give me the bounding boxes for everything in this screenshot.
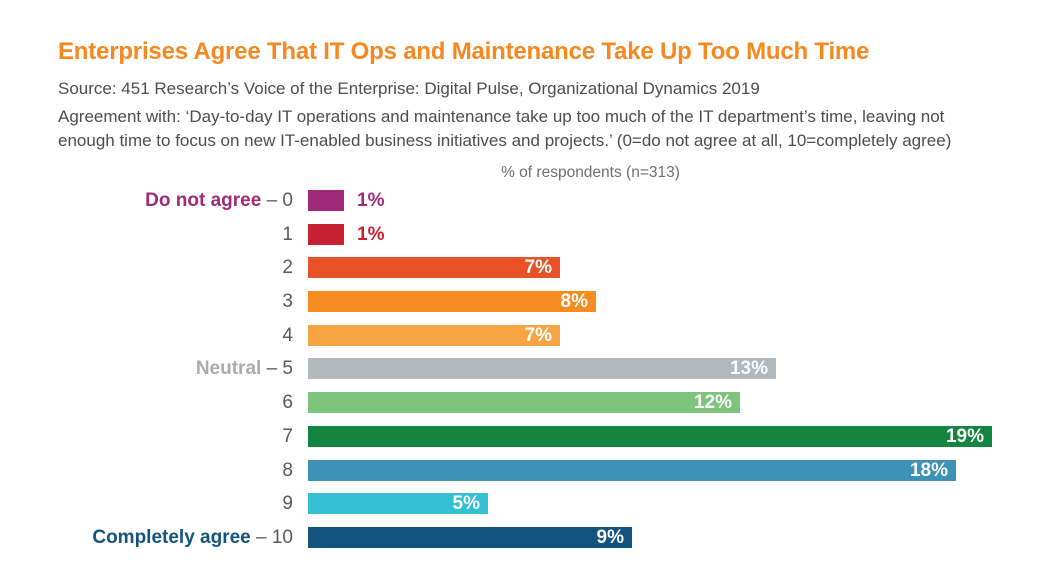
bar-track: 9% bbox=[308, 526, 632, 548]
category-prefix: Completely agree bbox=[92, 526, 257, 548]
chart-row: 1 1% bbox=[53, 223, 992, 245]
chart-row: 9 5% bbox=[53, 493, 992, 515]
bar-track: 13% bbox=[308, 358, 776, 380]
value-label: 5% bbox=[452, 493, 480, 515]
value-label: 18% bbox=[909, 459, 948, 481]
chart-row: 4 7% bbox=[53, 324, 992, 346]
category-label: 7 bbox=[53, 426, 293, 447]
bar-8: 18% bbox=[308, 459, 956, 481]
axis-caption: % of respondents (n=313) bbox=[501, 164, 680, 181]
category-prefix: Do not agree bbox=[145, 190, 267, 211]
bar-3: 8% bbox=[308, 291, 596, 313]
category-number: 9 bbox=[282, 493, 293, 515]
bar-track: 7% bbox=[308, 324, 560, 346]
value-label: 1% bbox=[357, 223, 385, 245]
bar-track: 18% bbox=[308, 459, 956, 481]
chart-row: 6 12% bbox=[53, 392, 992, 414]
category-label: Completely agree – 10 bbox=[53, 527, 293, 548]
bar-track: 12% bbox=[308, 392, 740, 414]
chart-row: 8 18% bbox=[53, 459, 992, 481]
chart-row: Completely agree – 10 9% bbox=[53, 526, 992, 548]
chart-source: Source: 451 Research’s Voice of the Ente… bbox=[58, 79, 760, 98]
bar-track: 19% bbox=[308, 425, 992, 447]
category-label: Do not agree – 0 bbox=[53, 190, 293, 211]
bar-0 bbox=[308, 190, 344, 211]
value-label: 19% bbox=[945, 425, 984, 447]
chart-row: Do not agree – 0 1% bbox=[53, 190, 992, 211]
value-label: 12% bbox=[693, 392, 732, 414]
category-label: 3 bbox=[53, 291, 293, 312]
category-number: 4 bbox=[282, 324, 293, 346]
bar-track: 1% bbox=[308, 223, 385, 245]
value-label: 1% bbox=[357, 190, 385, 211]
category-prefix: Neutral bbox=[195, 358, 267, 380]
bar-9: 5% bbox=[308, 493, 488, 515]
category-label: Neutral – 5 bbox=[53, 358, 293, 379]
category-label: 1 bbox=[53, 224, 293, 245]
bar-rows: Do not agree – 0 1% 1 1% 2 7% 3 8% 4 7% Neutral – … bbox=[53, 190, 992, 561]
bar-5: 13% bbox=[308, 358, 776, 380]
category-label: 4 bbox=[53, 325, 293, 346]
category-label: 8 bbox=[53, 460, 293, 481]
chart-row: 3 8% bbox=[53, 291, 992, 313]
bar-10: 9% bbox=[308, 526, 632, 548]
category-label: 2 bbox=[53, 257, 293, 278]
bar-4: 7% bbox=[308, 324, 560, 346]
category-number: 2 bbox=[282, 257, 293, 279]
bar-2: 7% bbox=[308, 257, 560, 279]
value-label: 13% bbox=[729, 358, 768, 380]
chart-row: 7 19% bbox=[53, 425, 992, 447]
bar-7: 19% bbox=[308, 425, 992, 447]
value-label: 9% bbox=[596, 526, 624, 548]
value-label: 8% bbox=[560, 291, 588, 313]
category-number: 7 bbox=[282, 425, 293, 447]
bar-track: 7% bbox=[308, 257, 560, 279]
category-label: 9 bbox=[53, 493, 293, 514]
category-number: 6 bbox=[282, 392, 293, 414]
bar-1 bbox=[308, 223, 344, 245]
category-label: 6 bbox=[53, 392, 293, 413]
chart-row: 2 7% bbox=[53, 257, 992, 279]
category-number: 1 bbox=[282, 223, 293, 245]
category-number: 8 bbox=[282, 459, 293, 481]
bar-track: 5% bbox=[308, 493, 488, 515]
chart-title: Enterprises Agree That IT Ops and Mainte… bbox=[58, 38, 870, 65]
bar-track: 1% bbox=[308, 190, 384, 211]
category-number: – 0 bbox=[266, 190, 293, 211]
chart-row: Neutral – 5 13% bbox=[53, 358, 992, 380]
bar-track: 8% bbox=[308, 291, 596, 313]
bar-6: 12% bbox=[308, 392, 740, 414]
value-label: 7% bbox=[524, 257, 552, 279]
value-label: 7% bbox=[524, 324, 552, 346]
chart-description: Agreement with: ‘Day-to-day IT operation… bbox=[58, 107, 952, 150]
category-number: – 5 bbox=[266, 358, 293, 380]
category-number: 3 bbox=[282, 291, 293, 313]
category-number: – 10 bbox=[256, 526, 293, 548]
